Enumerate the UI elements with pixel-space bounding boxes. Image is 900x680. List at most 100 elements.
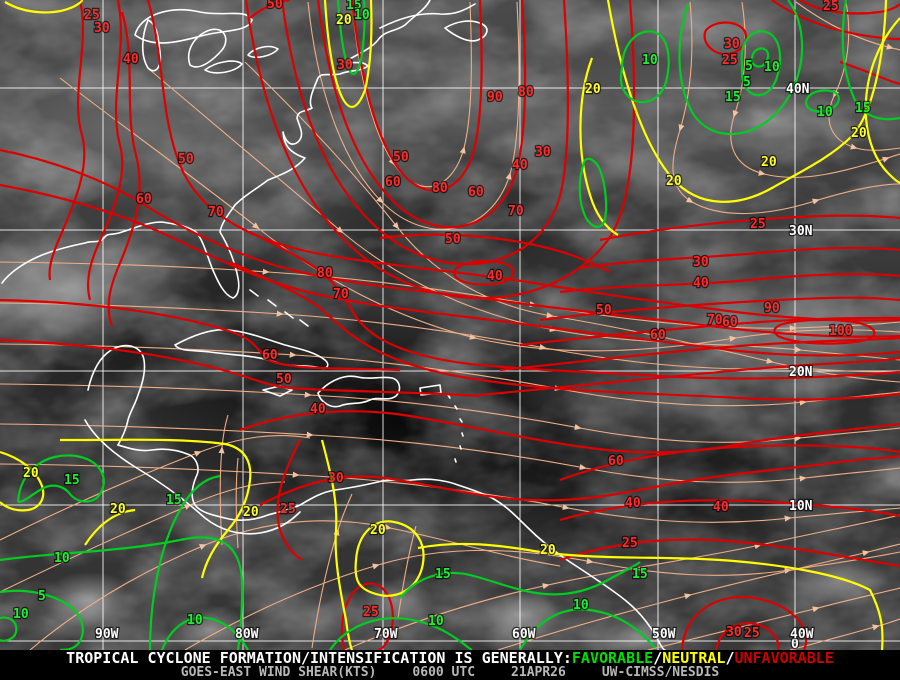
contour-value-label: 40 bbox=[693, 276, 709, 291]
shear-contours-red bbox=[0, 0, 900, 652]
credit-line: GOES-EAST WIND SHEAR(KTS) 0600 UTC 21APR26… bbox=[0, 666, 900, 680]
contour-value-label: 10 bbox=[187, 613, 203, 628]
contour-value-label: 80 bbox=[518, 85, 534, 100]
south-america-coast bbox=[299, 478, 666, 651]
hispaniola bbox=[317, 375, 401, 408]
contour-value-label: 60 bbox=[722, 315, 738, 330]
product-name: GOES-EAST WIND SHEAR(KTS) bbox=[180, 665, 377, 680]
latitude-label: 30N bbox=[789, 224, 813, 239]
latitude-label: 10N bbox=[789, 499, 813, 514]
lake-michigan bbox=[141, 19, 162, 72]
lesser-antilles bbox=[447, 394, 451, 399]
contour-value-label: 25 bbox=[280, 502, 296, 517]
contour-value-label: 20 bbox=[540, 543, 556, 558]
contour-value-label: 10 bbox=[13, 607, 29, 622]
lesser-antilles bbox=[454, 405, 458, 410]
longitude-label: 80W bbox=[235, 627, 259, 642]
contour-value-label: 30 bbox=[724, 37, 740, 52]
latitude-label: 0 bbox=[791, 637, 799, 650]
contour-value-label: 70 bbox=[208, 205, 224, 220]
shear-contours-yellow bbox=[0, 0, 900, 651]
satellite-map: 25 30 40 50 50 60 70 30 50 60 80 60 90 80 30 40 70 20 15 10… bbox=[0, 0, 900, 653]
contour-value-label: 40 bbox=[123, 52, 139, 67]
contour-value-label: 25 bbox=[363, 605, 379, 620]
contour-value-label: 25 bbox=[823, 0, 839, 14]
contour-value-label: 25 bbox=[722, 53, 738, 68]
contour-value-label: 20 bbox=[851, 126, 867, 141]
contour-value-label: 60 bbox=[468, 185, 484, 200]
contour-value-label: 20 bbox=[666, 174, 682, 189]
bahamas bbox=[267, 299, 277, 307]
contour-value-label: 10 bbox=[428, 614, 444, 629]
contour-value-label: 10 bbox=[817, 105, 833, 120]
lake-huron bbox=[188, 28, 227, 68]
contour-value-label: 50 bbox=[445, 232, 461, 247]
contour-value-label: 40 bbox=[487, 269, 503, 284]
contour-value-label: 30 bbox=[693, 255, 709, 270]
lake-superior bbox=[134, 8, 253, 44]
contour-value-label: 40 bbox=[310, 402, 326, 417]
us-east-gulf-coast bbox=[1, 0, 431, 299]
contour-value-label: 5 bbox=[38, 589, 46, 604]
longitude-label: 50W bbox=[652, 627, 676, 642]
status-neutral: NEUTRAL bbox=[662, 649, 726, 667]
data-source: UW-CIMSS/NESDIS bbox=[601, 665, 720, 680]
bahamas bbox=[299, 319, 309, 327]
cuba bbox=[174, 328, 329, 370]
contour-value-label: 90 bbox=[764, 301, 780, 316]
contour-value-label: 5 bbox=[743, 75, 751, 90]
nova-scotia bbox=[444, 20, 488, 42]
contour-value-label: 30 bbox=[535, 145, 551, 160]
contour-value-label: 15 bbox=[346, 0, 362, 13]
contour-value-label: 20 bbox=[23, 466, 39, 481]
contour-value-label: 50 bbox=[276, 372, 292, 387]
status-separator: / bbox=[725, 649, 735, 667]
contour-value-label: 10 bbox=[764, 60, 780, 75]
status-unfavorable: UNFAVORABLE bbox=[734, 649, 834, 667]
contour-value-label: 70 bbox=[707, 313, 723, 328]
contour-value-label: 40 bbox=[512, 158, 528, 173]
contour-value-label: 20 bbox=[585, 82, 601, 97]
contour-value-label: 25 bbox=[622, 536, 638, 551]
contour-value-label: 20 bbox=[370, 523, 386, 538]
contour-value-label: 60 bbox=[136, 192, 152, 207]
contour-value-label: 70 bbox=[333, 287, 349, 302]
contour-value-label: 30 bbox=[337, 58, 353, 73]
contour-value-label: 40 bbox=[625, 496, 641, 511]
contour-value-label: 25 bbox=[84, 8, 100, 23]
coastlines bbox=[1, 0, 666, 651]
contour-value-label: 10 bbox=[642, 53, 658, 68]
status-message: TROPICAL CYCLONE FORMATION/INTENSIFICATI… bbox=[66, 649, 572, 667]
contour-value-label: 40 bbox=[713, 500, 729, 515]
contour-value-label: 60 bbox=[262, 348, 278, 363]
central-america-pacific bbox=[84, 419, 301, 535]
valid-time: 0600 UTC bbox=[412, 665, 476, 680]
lesser-antilles bbox=[459, 418, 463, 423]
bahamas bbox=[249, 289, 259, 297]
contour-value-label: 25 bbox=[744, 626, 760, 641]
shear-status-line: TROPICAL CYCLONE FORMATION/INTENSIFICATI… bbox=[0, 650, 900, 666]
contour-value-label: 15 bbox=[435, 567, 451, 582]
contour-value-label: 50 bbox=[393, 150, 409, 165]
longitude-label: 60W bbox=[512, 627, 536, 642]
longitude-label: 70W bbox=[374, 627, 398, 642]
contour-value-label: 15 bbox=[64, 473, 80, 488]
jamaica bbox=[262, 385, 293, 397]
contour-value-label: 90 bbox=[487, 90, 503, 105]
contour-value-label: 20 bbox=[110, 502, 126, 517]
longitude-label: 40W bbox=[790, 627, 814, 642]
latitude-label: 20N bbox=[789, 365, 813, 380]
contour-value-label: 25 bbox=[750, 217, 766, 232]
contour-value-label: 80 bbox=[432, 181, 448, 196]
contour-value-label: 70 bbox=[508, 204, 524, 219]
status-bar: TROPICAL CYCLONE FORMATION/INTENSIFICATI… bbox=[0, 650, 900, 680]
contour-value-label: 30 bbox=[726, 625, 742, 640]
contour-value-label: 15 bbox=[632, 567, 648, 582]
contour-value-label: 60 bbox=[650, 328, 666, 343]
st-lawrence bbox=[379, 3, 476, 29]
longitude-label: 90W bbox=[95, 627, 119, 642]
lesser-antilles bbox=[461, 432, 464, 437]
